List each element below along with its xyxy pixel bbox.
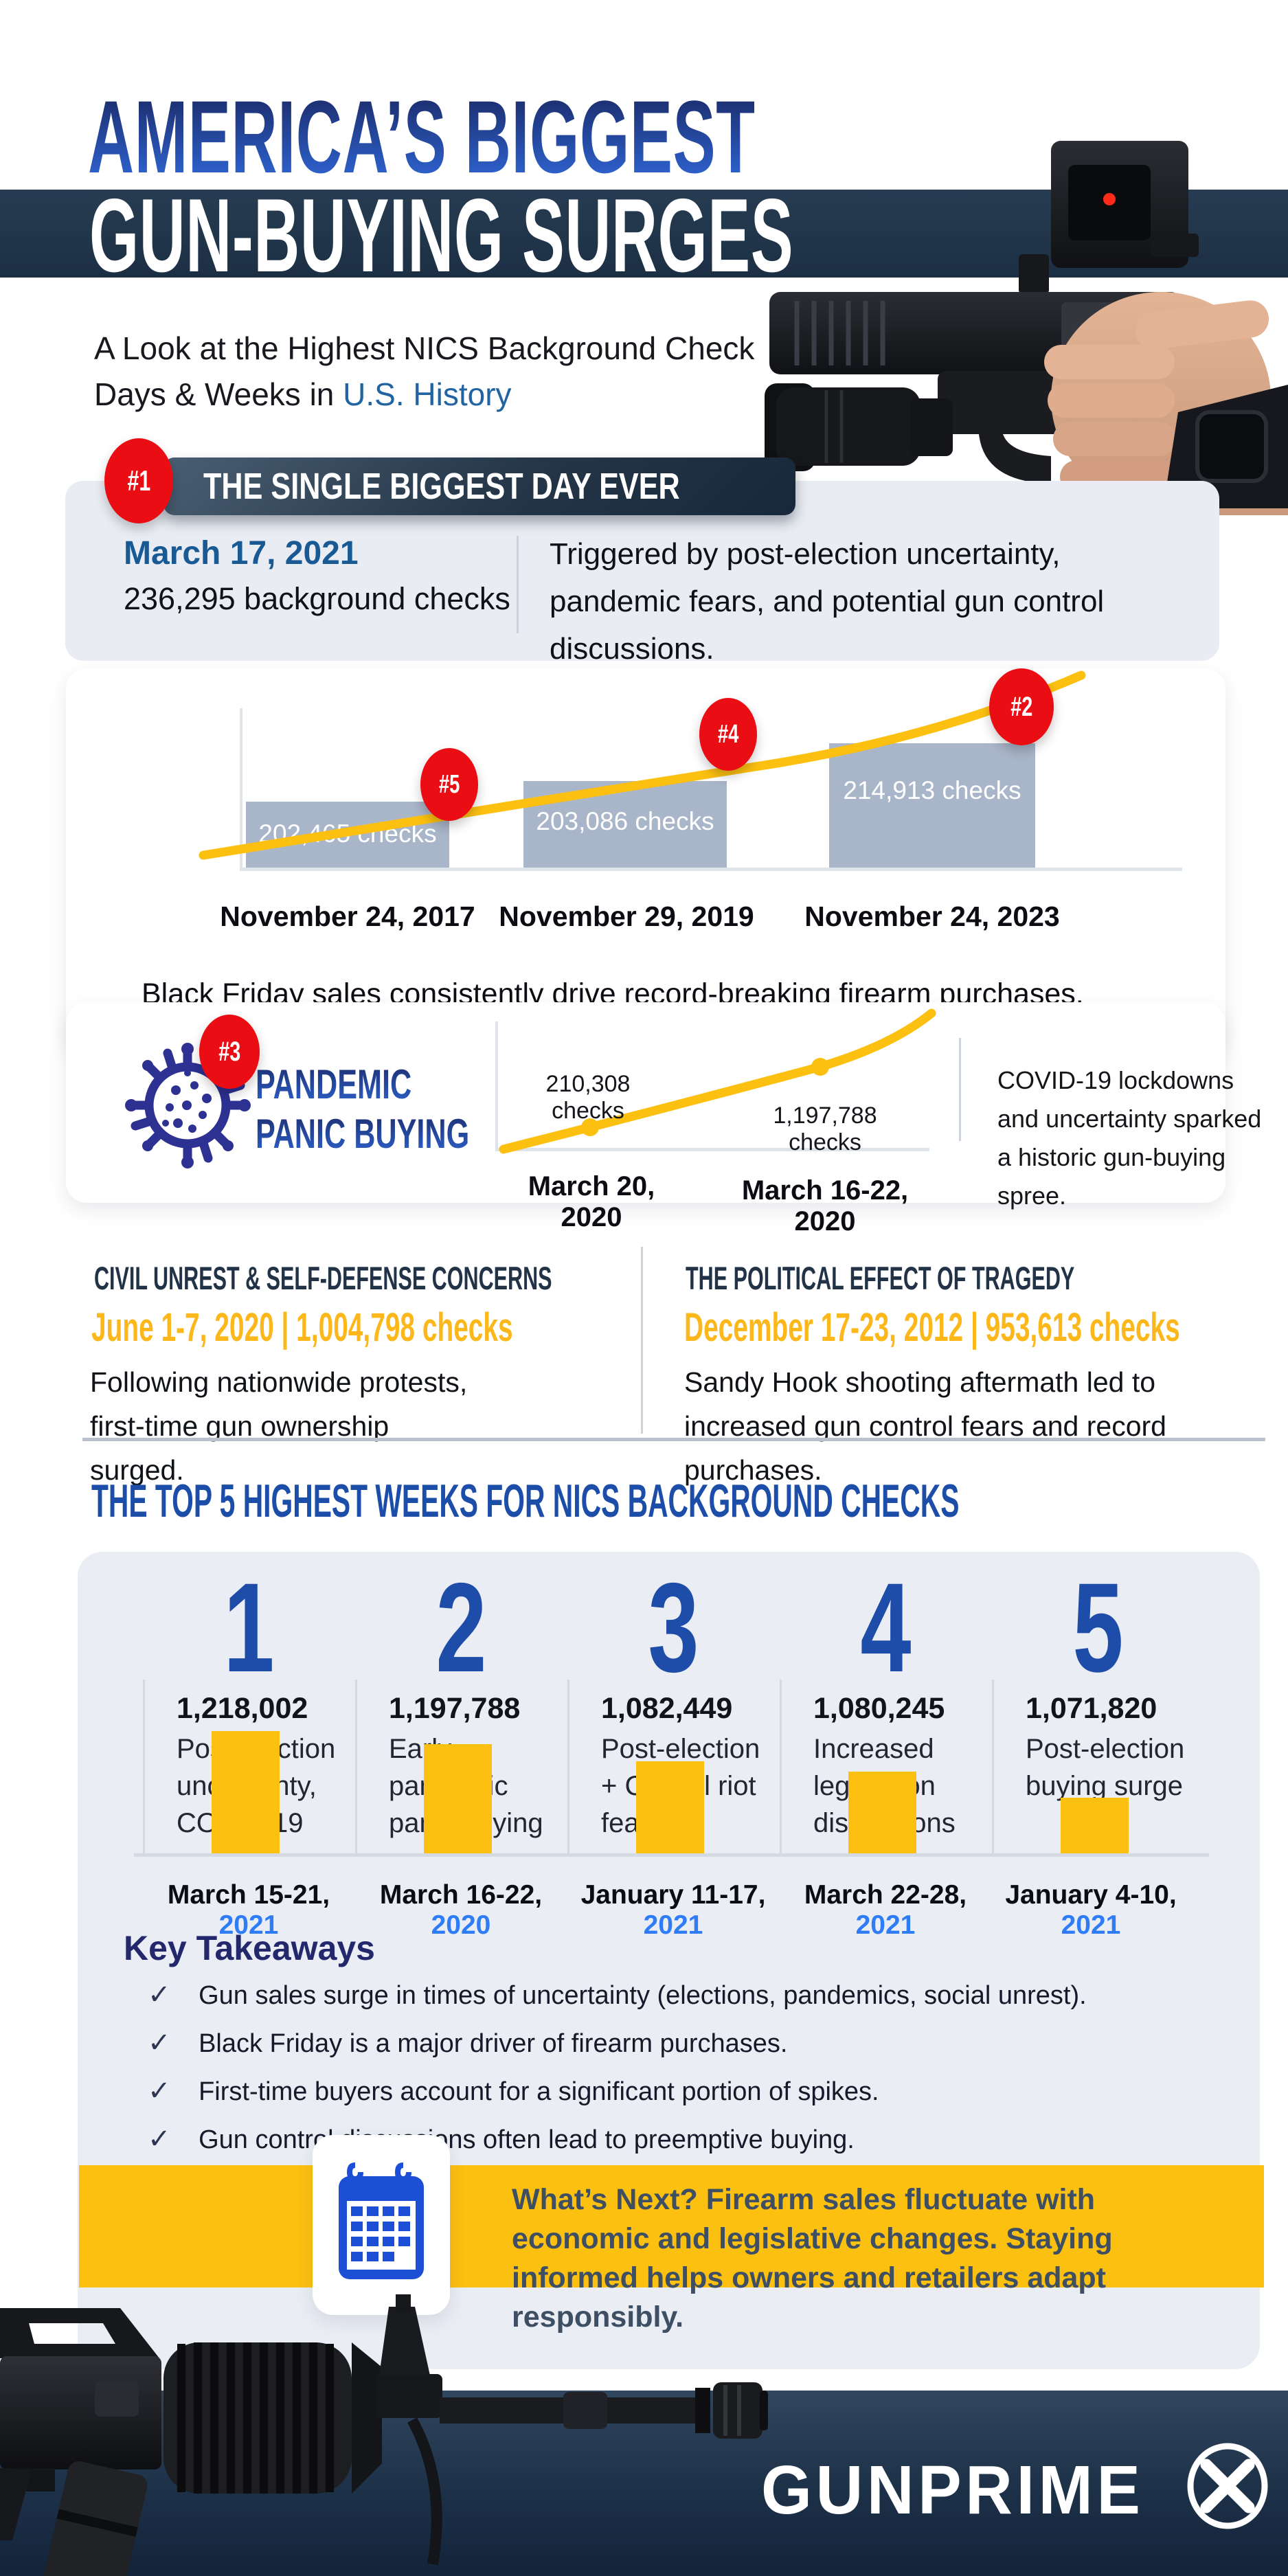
tragedy-heading: THE POLITICAL EFFECT OF TRAGEDY [686, 1260, 1075, 1296]
subtitle: A Look at the Highest NICS Background Ch… [94, 326, 754, 418]
pandemic-date1: March 20, 2020 [528, 1171, 655, 1232]
bf-trend-line [199, 670, 1086, 860]
top5-axis-line [143, 1680, 145, 1855]
pandemic-point1-label: 210,308 checks [545, 1071, 631, 1124]
rank-badge-3: #3 [199, 1015, 260, 1089]
bf-date-2023: November 24, 2023 [804, 901, 1060, 932]
top5-date-4: March 22-28, 2021 [804, 1880, 967, 1940]
page-title-line1: AMERICA’S BIGGEST [88, 79, 756, 194]
top5-bar-2 [424, 1744, 492, 1855]
top5-heading: THE TOP 5 HIGHEST WEEKS FOR NICS BACKGRO… [91, 1475, 960, 1527]
bf-date-2019: November 29, 2019 [499, 901, 754, 932]
single-day-divider [517, 536, 519, 633]
top5-value-5: 1,071,820 [1026, 1692, 1157, 1725]
single-day-banner-title: THE SINGLE BIGGEST DAY EVER [203, 466, 680, 507]
top5-bar-4 [848, 1772, 916, 1855]
takeaways-heading: Key Takeaways [124, 1929, 375, 1967]
rank-badge-4: #4 [699, 698, 757, 771]
top5-value-2: 1,197,788 [389, 1692, 521, 1725]
top5-date-5: January 4-10, 2021 [1005, 1880, 1177, 1940]
top5-value-1: 1,218,002 [177, 1692, 308, 1725]
pandemic-date2: March 16-22, 2020 [741, 1175, 909, 1236]
bf-date-2017: November 24, 2017 [220, 901, 475, 932]
takeaway-item: ✓ Gun control discussions often lead to … [148, 2124, 855, 2154]
top5-rank-4: 4 [859, 1557, 912, 1699]
footer-logo-icon [1187, 2443, 1268, 2529]
pistol-photo [765, 141, 1288, 515]
bf-bar-label: 203,086 checks [536, 807, 714, 835]
tragedy-stat: December 17-23, 2012 | 953,613 checks [684, 1305, 1180, 1350]
top5-date-1: March 15-21, 2021 [167, 1880, 330, 1940]
rank-badge-2: #2 [989, 668, 1054, 745]
pandemic-title: PANDEMIC PANIC BUYING [256, 1060, 552, 1159]
top5-rank-1: 1 [223, 1557, 275, 1699]
top5-divider [780, 1680, 782, 1855]
rank-badge-1: #1 [104, 438, 173, 523]
single-day-description: Triggered by post-election uncertainty, … [550, 537, 1105, 666]
top5-value-3: 1,082,449 [601, 1692, 733, 1725]
pandemic-divider [959, 1038, 961, 1141]
single-day-banner: THE SINGLE BIGGEST DAY EVER [163, 457, 795, 515]
top5-baseline [134, 1853, 1209, 1857]
top5-bar-1 [212, 1731, 280, 1855]
pandemic-card: #3 PANDEMIC PANIC BUYING 210,308 checks … [66, 1002, 1261, 1236]
bf-bar-2023: 214,913 checks [829, 743, 1035, 868]
tragedy-body: Sandy Hook shooting aftermath led to inc… [684, 1366, 1166, 1486]
pandemic-y-axis [495, 1021, 498, 1151]
takeaway-item: ✓ Black Friday is a major driver of fire… [148, 2028, 788, 2058]
check-icon: ✓ [148, 2076, 171, 2106]
top5-bar-3 [636, 1761, 704, 1855]
check-icon: ✓ [148, 1980, 171, 2010]
takeaway-item: ✓ Gun sales surge in times of uncertaint… [148, 1980, 1087, 2010]
pandemic-trend-line [499, 1008, 936, 1154]
top5-rank-3: 3 [647, 1557, 699, 1699]
top5-rank-5: 5 [1072, 1557, 1124, 1699]
check-icon: ✓ [148, 2124, 171, 2154]
single-day-stat: 236,295 background checks [124, 581, 510, 616]
civil-unrest-body: Following nationwide protests, first-tim… [90, 1366, 468, 1486]
subtitle-line1: A Look at the Highest NICS Background Ch… [94, 330, 755, 366]
pandemic-description: COVID-19 lockdowns and uncertainty spark… [997, 1066, 1262, 1210]
whats-next-text: What’s Next? Firearm sales fluctuate wit… [512, 2183, 1113, 2334]
top5-desc-5: Post-election buying surge [1026, 1734, 1185, 1801]
rifle-photo [0, 2294, 768, 2576]
top5-divider [355, 1680, 357, 1855]
top5-value-4: 1,080,245 [813, 1692, 945, 1725]
rank-badge-5: #5 [420, 748, 478, 821]
black-friday-card: 202,465 checks 203,086 checks 214,913 ch… [66, 668, 1225, 1053]
subtitle-accent: U.S. History [343, 376, 512, 412]
pandemic-point2-label: 1,197,788 checks [773, 1103, 877, 1155]
top5-date-2: March 16-22, 2020 [379, 1880, 543, 1940]
page-title-line2: GUN-BUYING SURGES [89, 177, 794, 294]
check-icon: ✓ [148, 2028, 171, 2058]
bf-bar-label: 214,913 checks [843, 776, 1021, 804]
pandemic-baseline [495, 1148, 929, 1151]
top5-bar-5 [1061, 1798, 1129, 1855]
section-rule [82, 1438, 1265, 1441]
top5-rank-2: 2 [435, 1557, 487, 1699]
civil-unrest-heading: CIVIL UNREST & SELF-DEFENSE CONCERNS [94, 1260, 552, 1296]
takeaway-item: ✓ First-time buyers account for a signif… [148, 2076, 879, 2106]
civil-unrest-stat: June 1-7, 2020 | 1,004,798 checks [91, 1305, 513, 1350]
bf-y-axis [240, 708, 242, 870]
subtitle-line2: Days & Weeks in U.S. History [94, 376, 512, 412]
bf-baseline [240, 868, 1182, 871]
top5-divider [992, 1680, 994, 1855]
calendar-icon [339, 2162, 424, 2279]
events-divider [641, 1247, 643, 1434]
whats-next-banner [79, 2165, 1264, 2287]
top5-date-3: January 11-17, 2021 [580, 1880, 766, 1940]
single-day-date: March 17, 2021 [124, 535, 359, 572]
footer-logo-text: GUNPRIME [761, 2452, 1144, 2529]
top5-divider [567, 1680, 569, 1855]
